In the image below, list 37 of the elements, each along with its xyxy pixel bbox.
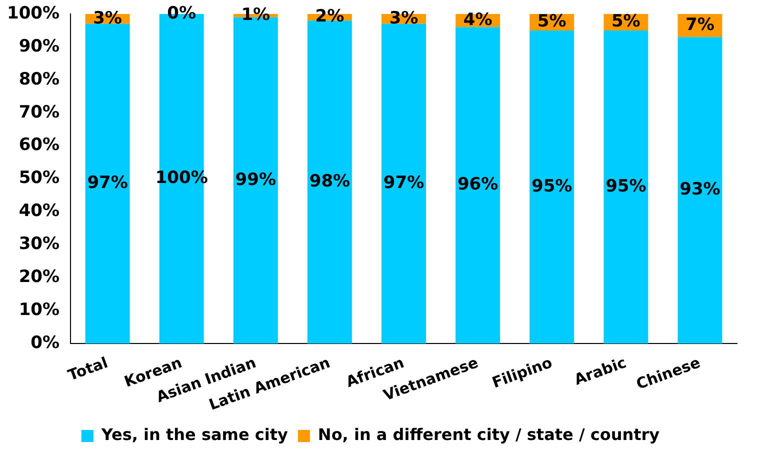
data-label: 4%: [463, 10, 492, 30]
legend-label: Yes, in the same city: [100, 425, 288, 444]
x-tick-label: Total: [66, 353, 110, 384]
y-tick-label: 30%: [18, 234, 60, 254]
y-tick-label: 40%: [18, 201, 60, 222]
y-tick-label: 70%: [18, 102, 60, 122]
y-tick-label: 90%: [18, 36, 60, 56]
data-label: 97%: [383, 173, 424, 194]
legend-label: No, in a different city / state / country: [318, 425, 660, 444]
data-label: 95%: [532, 176, 572, 196]
bar: [382, 24, 426, 344]
bar: [456, 27, 500, 344]
y-tick-label: 10%: [18, 300, 60, 320]
data-label: 5%: [611, 12, 640, 32]
data-label: 3%: [93, 8, 122, 28]
data-label: 7%: [686, 14, 714, 35]
y-tick-label: 20%: [18, 266, 60, 287]
y-tick-label: 50%: [18, 168, 60, 188]
y-tick-label: 100%: [6, 3, 60, 24]
data-label: 98%: [309, 171, 350, 192]
bar: [85, 24, 130, 344]
bar: [678, 37, 722, 344]
data-label: 99%: [235, 170, 276, 190]
bar: [530, 30, 574, 344]
data-label: 95%: [606, 176, 646, 196]
x-tick-label: Arabic: [572, 353, 629, 389]
data-label: 97%: [87, 173, 128, 194]
y-tick-label: 80%: [18, 69, 60, 90]
y-tick-label: 0%: [30, 332, 60, 353]
bar: [307, 20, 352, 344]
data-label: 96%: [457, 174, 498, 195]
bar: [604, 30, 648, 344]
data-label: 93%: [680, 180, 720, 200]
y-tick-label: 60%: [18, 135, 60, 156]
data-label: 5%: [537, 12, 566, 32]
data-label: 3%: [389, 8, 418, 28]
data-label: 1%: [241, 5, 270, 26]
